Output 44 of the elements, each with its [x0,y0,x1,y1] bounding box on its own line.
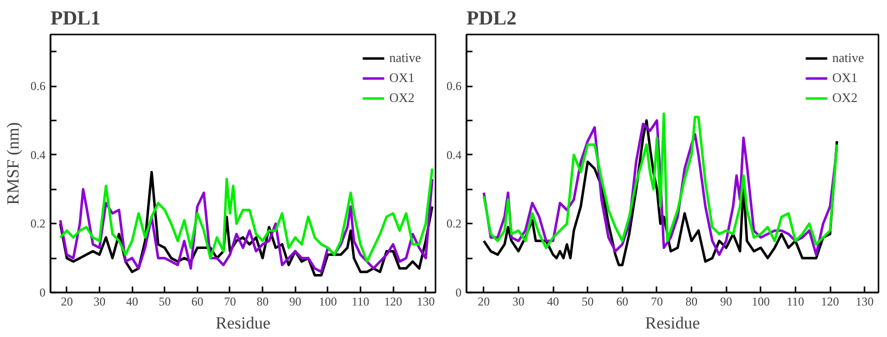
x-tick-label: 40 [126,294,138,308]
x-tick-label: 30 [512,294,524,308]
x-tick-label: 90 [720,294,732,308]
x-tick-label: 110 [786,294,804,308]
x-tick-label: 120 [821,294,840,308]
x-tick-label: 60 [191,294,204,308]
legend-label: OX2 [832,90,858,106]
x-tick-label: 20 [60,294,73,308]
x-tick-label: 20 [478,294,490,308]
x-tick-label: 80 [256,294,269,308]
x-tick-label: 50 [158,294,171,308]
x-tick-label: 120 [384,294,402,308]
legend-label: OX1 [389,70,415,86]
y-tick-label: 0.2 [30,216,46,231]
x-tick-label: 80 [686,294,698,308]
x-tick-label: 100 [318,294,337,308]
y-axis-title: RMSF (nm) [4,122,22,205]
x-tick-label: 70 [650,294,663,308]
legend-label: OX1 [832,70,858,86]
x-tick-label: 100 [752,294,770,308]
x-tick-label: 60 [616,294,628,308]
x-tick-label: 90 [289,294,302,308]
y-tick-label: 0 [456,286,462,300]
y-tick-label: 0.4 [30,148,46,162]
y-tick-label: 0.2 [446,216,462,231]
chart-title: PDL2 [466,8,516,30]
x-tick-label: 50 [582,294,594,308]
y-tick-label: 0 [40,286,46,300]
y-tick-label: 0.6 [446,79,462,94]
legend-label: native [832,50,864,66]
legend-label: OX2 [389,90,415,106]
line-series [59,167,434,263]
x-axis-title: Residue [645,314,700,332]
x-tick-label: 130 [856,294,874,308]
x-tick-label: 110 [352,294,370,308]
x-tick-label: 70 [224,294,236,308]
x-tick-label: 40 [547,294,560,308]
x-axis-title: Residue [216,314,270,332]
y-tick-label: 0.6 [30,79,46,94]
x-tick-label: 30 [93,294,106,308]
legend-label: native [389,50,421,66]
chart-title: PDL1 [50,8,100,30]
x-tick-label: 130 [416,294,435,308]
y-tick-label: 0.4 [446,148,462,162]
